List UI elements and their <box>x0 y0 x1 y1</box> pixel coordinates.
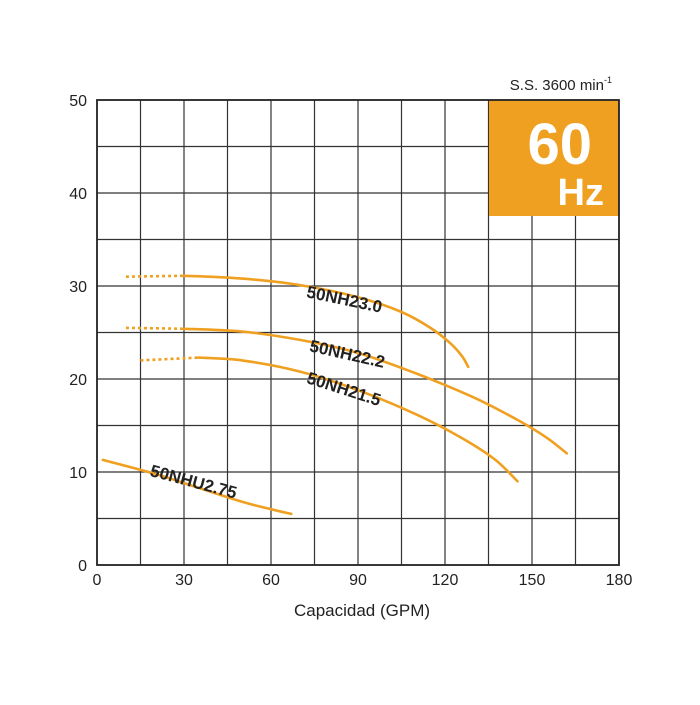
y-tick-label: 0 <box>78 558 87 575</box>
curve-50nh21-5-extension <box>140 356 199 362</box>
badge-background <box>489 100 619 216</box>
y-tick-label: 10 <box>69 465 87 482</box>
frequency-badge: 60 Hz <box>489 100 619 216</box>
speed-label: S.S. 3600 min-1 <box>510 75 612 94</box>
y-tick-label: 40 <box>69 186 87 203</box>
badge-unit: Hz <box>558 172 604 214</box>
curve-label-50nh21-5: 50NH21.5 <box>305 368 384 409</box>
speed-label-superscript: -1 <box>604 75 612 85</box>
curve-label-50nh22-2: 50NH22.2 <box>308 336 387 371</box>
curve-label-50nhu2-75: 50NHU2.75 <box>148 461 239 502</box>
y-tick-label: 50 <box>69 93 87 110</box>
x-tick-label: 90 <box>349 572 367 589</box>
y-tick-label: 20 <box>69 372 87 389</box>
badge-value: 60 <box>527 112 592 177</box>
plot-frame <box>96 99 620 566</box>
x-tick-label: 120 <box>432 572 459 589</box>
axes: 0 30 60 90 120 150 180 0 10 20 30 40 50 <box>69 93 632 589</box>
curve-50nh23-0-extension <box>125 274 185 278</box>
x-axis-title: Capacidad (GPM) <box>294 601 430 620</box>
x-tick-label: 30 <box>175 572 193 589</box>
x-tick-label: 150 <box>519 572 546 589</box>
x-tick-label: 60 <box>262 572 280 589</box>
curve-50nh21-5 <box>197 356 519 483</box>
curve-label-50nh23-0: 50NH23.0 <box>305 282 384 316</box>
curve-50nh22-2-extension <box>125 326 185 331</box>
curve-50nh22-2 <box>182 327 569 455</box>
y-tick-label: 30 <box>69 279 87 296</box>
x-tick-label: 0 <box>93 572 102 589</box>
x-tick-label: 180 <box>606 572 633 589</box>
curve-50nhu2-75 <box>101 458 293 516</box>
curve-50nh23-0 <box>182 274 470 369</box>
